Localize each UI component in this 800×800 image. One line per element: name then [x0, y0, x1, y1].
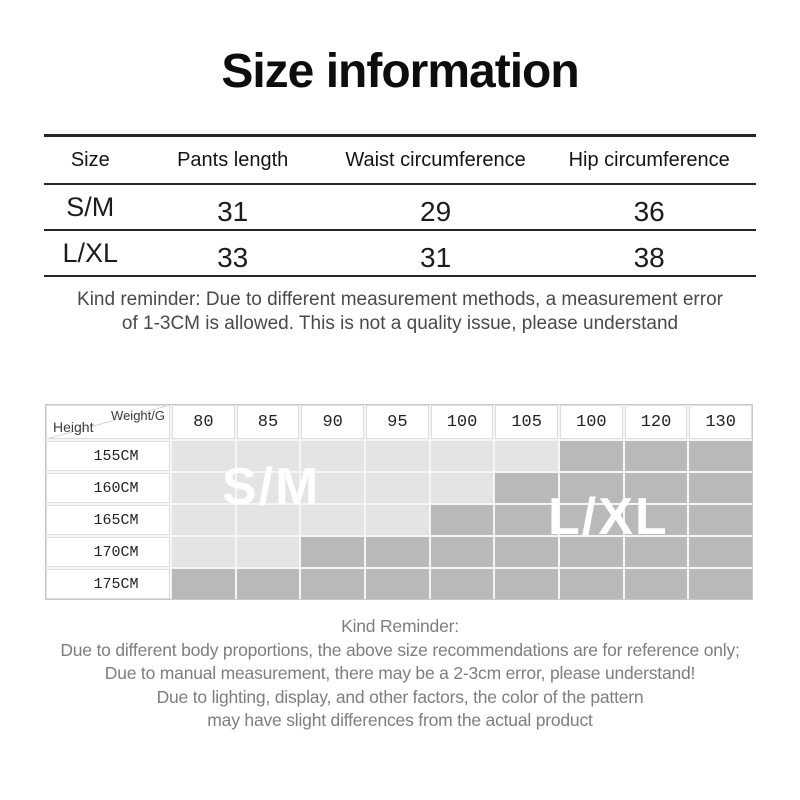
fit-cell [301, 473, 364, 503]
fit-cell [495, 537, 558, 567]
weight-header-cell: 100 [560, 405, 623, 439]
hip-value: 36 [633, 196, 665, 227]
fit-cell [172, 505, 235, 535]
fit-cell [366, 505, 429, 535]
fit-cell [172, 569, 235, 599]
weight-header-cell: 85 [236, 405, 300, 439]
weight-header-cell: 80 [172, 405, 235, 439]
fit-cell [366, 473, 429, 503]
fit-cell [172, 473, 235, 503]
fit-cell [495, 569, 558, 599]
fit-cell [172, 441, 235, 471]
fit-cell [301, 505, 364, 535]
fit-cell [689, 537, 752, 567]
fit-cell [689, 569, 752, 599]
hip-value: 38 [633, 242, 665, 273]
fit-cell [624, 569, 688, 599]
fit-cell [560, 537, 623, 567]
table-row: S/M 31 29 36 [44, 185, 756, 231]
fit-cell [624, 537, 688, 567]
page-title: Size information [221, 45, 579, 98]
fit-cell [301, 569, 364, 599]
fit-cell [689, 441, 752, 471]
fit-cell [366, 441, 429, 471]
reminder-line: may have slight differences from the act… [207, 710, 593, 730]
height-label-cell: 170CM [46, 537, 170, 567]
corner-cell: Weight/G Height [46, 405, 170, 439]
fit-cell [430, 537, 494, 567]
fit-cell [560, 505, 623, 535]
fit-cell [430, 505, 494, 535]
fit-cell [172, 537, 235, 567]
fit-cell [236, 537, 300, 567]
fit-cell [495, 441, 558, 471]
fit-cell [624, 441, 688, 471]
fit-cell [301, 441, 364, 471]
column-header-pants-length: Pants length [177, 148, 289, 171]
fit-cell [301, 537, 364, 567]
weight-header-cell: 130 [689, 405, 752, 439]
fit-cell [560, 473, 623, 503]
size-table: Size Pants length Waist circumference Hi… [44, 134, 756, 277]
reminder-line: Due to manual measurement, there may be … [104, 663, 696, 683]
size-label: L/XL [62, 237, 119, 268]
fit-cell [430, 473, 494, 503]
fit-cell [624, 505, 688, 535]
weight-header-cell: 95 [366, 405, 429, 439]
height-label-cell: 155CM [46, 441, 170, 471]
fit-cell [366, 569, 429, 599]
fit-cell [495, 505, 558, 535]
reminder-line: Kind Reminder: [341, 616, 459, 636]
height-axis-label: Height [53, 419, 94, 435]
fit-cell [236, 473, 300, 503]
weight-header-cell: 120 [624, 405, 688, 439]
reminder-line: Due to different body proportions, the a… [60, 639, 740, 660]
waist-value: 31 [420, 242, 452, 273]
fit-cell [236, 441, 300, 471]
reminder-line: Due to lighting, display, and other fact… [156, 686, 644, 707]
weight-axis-label: Weight/G [111, 408, 165, 423]
fit-cell [560, 569, 623, 599]
fit-cell [689, 505, 752, 535]
fit-cell [430, 569, 494, 599]
weight-header-cell: 100 [430, 405, 494, 439]
fit-cell [366, 537, 429, 567]
pants-length-value: 33 [217, 242, 249, 273]
fit-cell [236, 505, 300, 535]
fit-chart: Weight/G Height 80 85 90 95 100 105 100 120 130 1… [45, 404, 753, 600]
height-label-cell: 175CM [46, 569, 170, 599]
column-header-waist: Waist circumference [345, 148, 526, 171]
fit-cell [495, 473, 558, 503]
fit-cell [560, 441, 623, 471]
column-header-size: Size [70, 148, 110, 171]
fit-cell [236, 569, 300, 599]
size-label: S/M [66, 191, 115, 222]
fit-cell [624, 473, 688, 503]
height-label-cell: 165CM [46, 505, 170, 535]
height-label-cell: 160CM [46, 473, 170, 503]
waist-value: 29 [420, 196, 452, 227]
size-table-header-row: Size Pants length Waist circumference Hi… [44, 137, 756, 185]
fit-cell [689, 473, 752, 503]
measurement-error-note-line1: Kind reminder: Due to different measurem… [77, 289, 723, 310]
fit-cell [430, 441, 494, 471]
kind-reminder-block: Kind Reminder: Due to different body prop… [0, 615, 800, 733]
weight-header-cell: 90 [301, 405, 364, 439]
pants-length-value: 31 [217, 196, 249, 227]
weight-header-cell: 105 [495, 405, 558, 439]
column-header-hip: Hip circumference [568, 148, 730, 171]
measurement-error-note: Kind reminder: Due to different measurem… [0, 288, 800, 336]
table-row: L/XL 33 31 38 [44, 231, 756, 275]
measurement-error-note-line2: of 1-3CM is allowed. This is not a quali… [121, 313, 679, 334]
